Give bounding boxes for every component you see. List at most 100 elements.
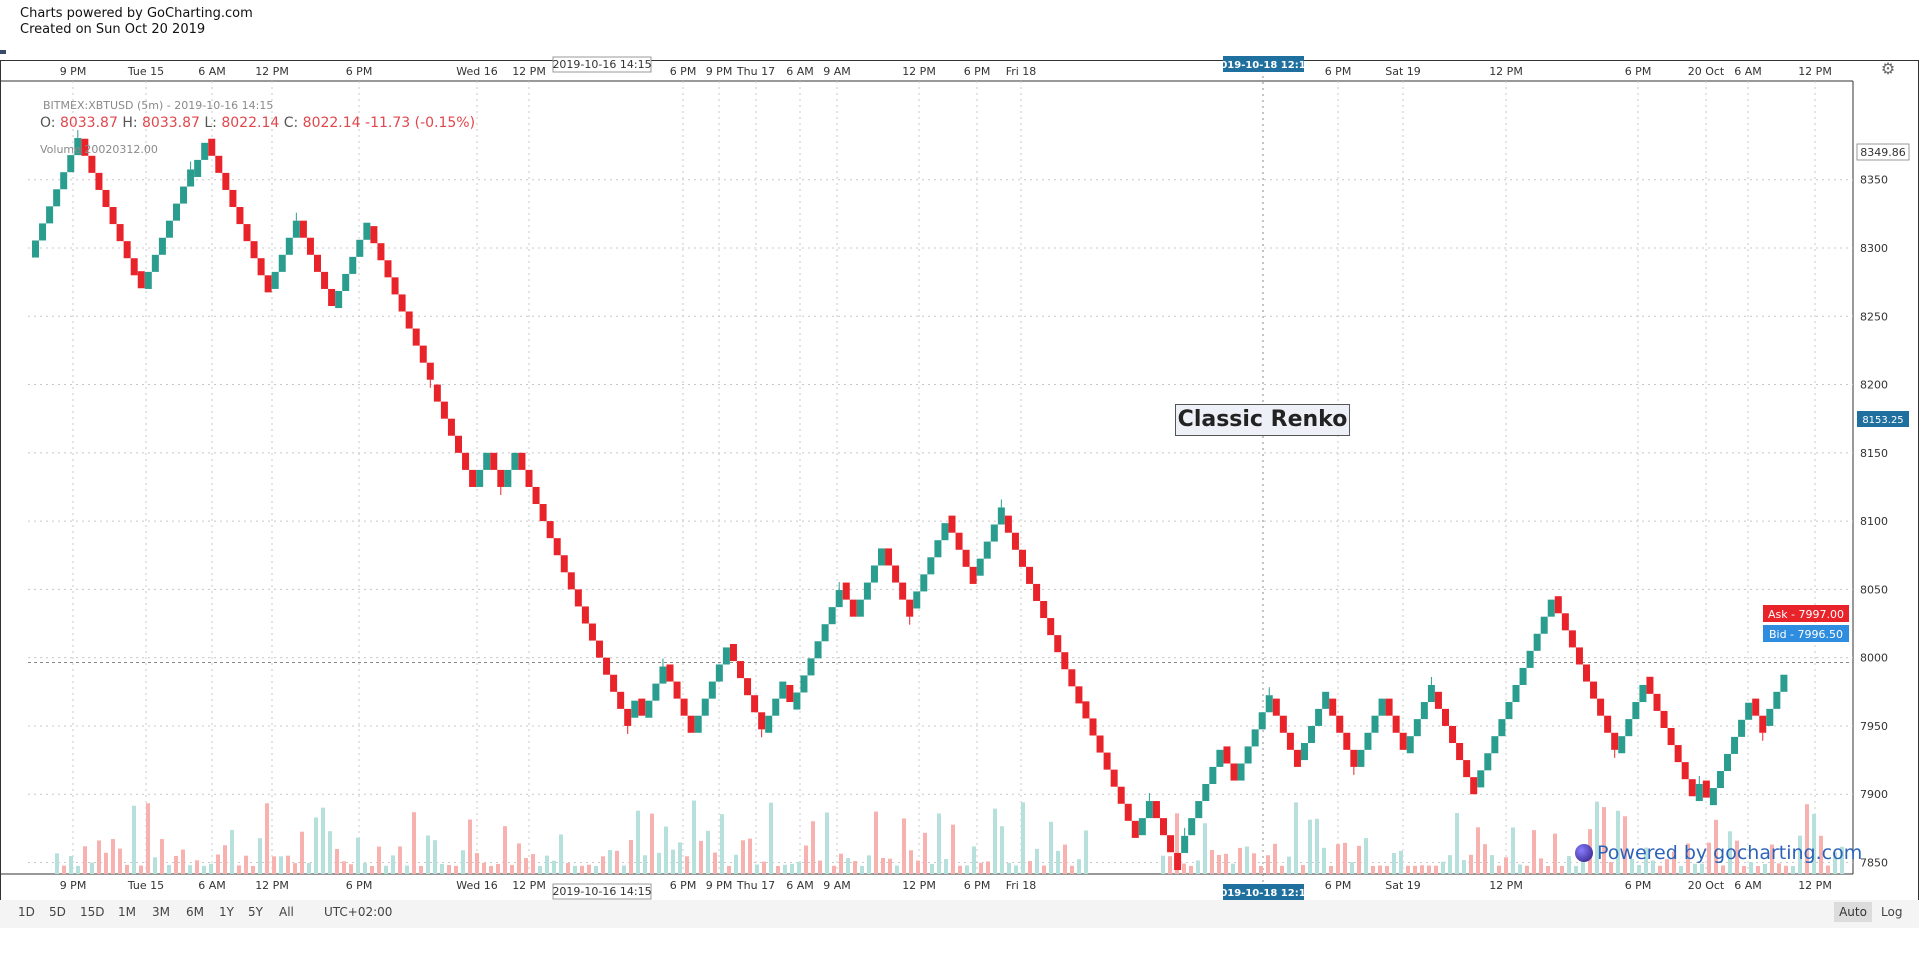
range-button-1m[interactable]: 1M — [118, 905, 136, 919]
renko-brick-up — [856, 599, 864, 617]
time-tick-label-top: 9 AM — [823, 65, 851, 78]
time-tick-label-top: 6 PM — [670, 65, 697, 78]
watermark[interactable]: Powered by gocharting.com — [1575, 842, 1862, 864]
time-tick-label-bottom: 6 PM — [964, 879, 991, 892]
volume-bar — [944, 859, 948, 874]
volume-bar — [69, 856, 73, 874]
volume-bar — [307, 862, 311, 874]
range-button-5d[interactable]: 5D — [49, 905, 66, 919]
time-tick-label-bottom: Sat 19 — [1385, 879, 1421, 892]
volume-bar — [881, 858, 885, 874]
volume-bar — [552, 860, 556, 874]
volume-bar — [1252, 853, 1256, 874]
volume-bar — [244, 855, 248, 874]
range-button-3m[interactable]: 3M — [152, 905, 170, 919]
volume-bar — [489, 865, 493, 874]
renko-brick-up — [180, 186, 188, 204]
bid-price-tag: Bid - 7996.50 — [1769, 628, 1843, 641]
timezone-selector[interactable]: UTC+02:00 — [324, 905, 393, 919]
range-button-all[interactable]: All — [279, 905, 294, 919]
settings-gear-icon[interactable]: ⚙ — [1880, 59, 1896, 78]
volume-bar — [762, 861, 766, 874]
volume-bar — [398, 846, 402, 874]
renko-brick-down — [1047, 618, 1055, 636]
time-tick-label-top: 12 PM — [1489, 65, 1523, 78]
renko-brick-down — [116, 224, 124, 242]
renko-brick-down — [906, 599, 914, 617]
volume-bar — [475, 853, 479, 874]
volume-bar — [720, 814, 724, 874]
renko-brick-up — [285, 237, 293, 255]
renko-brick-down — [1611, 732, 1619, 750]
renko-brick-down — [532, 486, 540, 505]
time-tick-label-bottom: 20 Oct — [1688, 879, 1725, 892]
renko-brick-up — [1540, 616, 1548, 634]
time-tick-label-top: 12 PM — [512, 65, 546, 78]
renko-brick-up — [60, 172, 68, 190]
change-value: -11.73 — [365, 115, 411, 131]
renko-brick-down — [95, 172, 103, 190]
volume-bar — [1805, 804, 1809, 874]
volume-bar — [1231, 863, 1235, 874]
range-button-1d[interactable]: 1D — [18, 905, 35, 919]
volume-bar — [636, 810, 640, 874]
volume-bar — [440, 863, 444, 874]
volume-bar — [1833, 852, 1837, 874]
renko-brick-up — [1357, 749, 1365, 767]
volume-bar — [1301, 865, 1305, 874]
renko-brick-down — [1019, 549, 1026, 567]
volume-bar — [1357, 845, 1361, 874]
renko-brick-up — [1491, 736, 1499, 754]
renko-brick-down — [546, 521, 554, 539]
time-tick-label-bottom: 6 PM — [346, 879, 373, 892]
renko-brick-down — [751, 695, 759, 713]
ohlc-legend: O: 8033.87 H: 8033.87 L: 8022.14 C: 8022… — [40, 115, 475, 131]
range-button-15d[interactable]: 15D — [80, 905, 105, 919]
renko-brick-up — [165, 220, 173, 238]
volume-bar — [265, 803, 269, 874]
renko-brick-up — [1322, 691, 1330, 709]
volume-bar — [629, 839, 633, 874]
volume-bar — [986, 861, 990, 874]
renko-brick-down — [1385, 698, 1393, 716]
renko-brick-down — [1449, 725, 1457, 744]
renko-brick-down — [1011, 532, 1019, 550]
volume-bar — [608, 850, 612, 874]
range-button-1y[interactable]: 1Y — [219, 905, 234, 919]
renko-brick-up — [821, 624, 829, 642]
volume-bar — [783, 864, 787, 874]
volume-bar — [1630, 858, 1634, 874]
renko-brick-down — [1089, 718, 1097, 736]
volume-bar — [1553, 833, 1557, 874]
powered-by-text: Charts powered by GoCharting.com — [20, 6, 253, 21]
range-button-5y[interactable]: 5Y — [248, 905, 263, 919]
renko-brick-down — [1026, 566, 1034, 584]
volume-bar — [923, 832, 927, 874]
renko-brick-up — [292, 220, 300, 238]
volume-bar — [804, 845, 808, 874]
renko-brick-down — [257, 258, 265, 276]
volume-bar — [657, 852, 661, 874]
range-button-6m[interactable]: 6M — [186, 905, 204, 919]
volume-bar — [1042, 865, 1046, 874]
time-tick-label-bottom: Thu 17 — [736, 879, 775, 892]
renko-brick-up — [144, 271, 152, 289]
renko-brick-down — [1752, 698, 1760, 716]
volume-bar — [1665, 859, 1669, 874]
chart-header: Charts powered by GoCharting.com Created… — [20, 6, 253, 38]
volume-bar — [1672, 851, 1676, 874]
time-tick-label-top: 6 PM — [1625, 65, 1652, 78]
volume-bar — [237, 865, 241, 874]
renko-brick-up — [194, 159, 202, 177]
log-scale-button[interactable]: Log — [1881, 905, 1903, 919]
renko-brick-down — [955, 532, 963, 550]
price-tick-label: 7950 — [1860, 720, 1888, 733]
renko-brick-up — [1301, 743, 1308, 761]
time-tick-label-bottom: Wed 16 — [456, 879, 497, 892]
renko-brick-down — [1152, 801, 1160, 819]
auto-scale-button[interactable]: Auto — [1834, 902, 1872, 922]
volume-bar — [622, 865, 626, 874]
renko-brick-up — [701, 698, 709, 716]
volume-bar — [888, 858, 892, 874]
